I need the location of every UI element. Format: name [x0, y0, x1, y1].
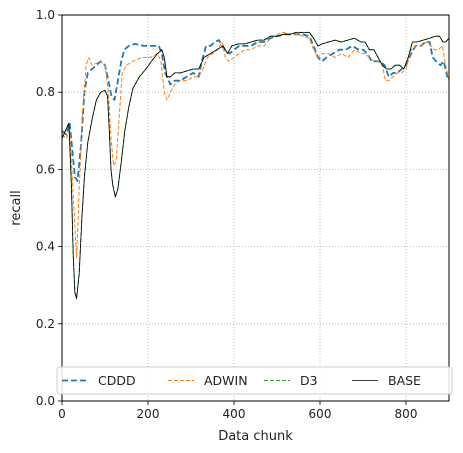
x-axis-label: Data chunk: [218, 429, 293, 444]
legend: CDDD ADWIN D3 BASE: [56, 366, 453, 395]
legend-label-base: BASE: [388, 373, 421, 388]
legend-label-adwin: ADWIN: [204, 373, 248, 388]
legend-label-cddd: CDDD: [98, 373, 136, 388]
x-tick-label: 200: [137, 407, 160, 421]
y-axis-label: recall: [9, 190, 24, 225]
x-tick-label: 800: [395, 407, 418, 421]
y-tick-label: 0.0: [36, 394, 55, 408]
series-line-adwin: [61, 31, 450, 259]
y-tick-label: 0.2: [36, 317, 55, 331]
legend-box: [56, 366, 453, 395]
x-tick-label: 600: [309, 407, 332, 421]
y-tick-label: 0.8: [36, 85, 55, 99]
y-tick-label: 0.6: [36, 162, 55, 176]
series-lines: [61, 31, 450, 300]
plot-frame: [61, 14, 450, 402]
x-tick-label: 400: [223, 407, 246, 421]
axis-ticks: 0 200 400 600 800 0.0 0.2 0.4 0.6 0.8 1.0: [36, 8, 418, 421]
y-tick-label: 1.0: [36, 8, 55, 22]
legend-label-d3: D3: [300, 373, 318, 388]
x-tick-label: 0: [58, 407, 66, 421]
y-tick-label: 0.4: [36, 240, 55, 254]
series-line-base: [61, 32, 450, 300]
series-line-cddd: [61, 33, 449, 182]
